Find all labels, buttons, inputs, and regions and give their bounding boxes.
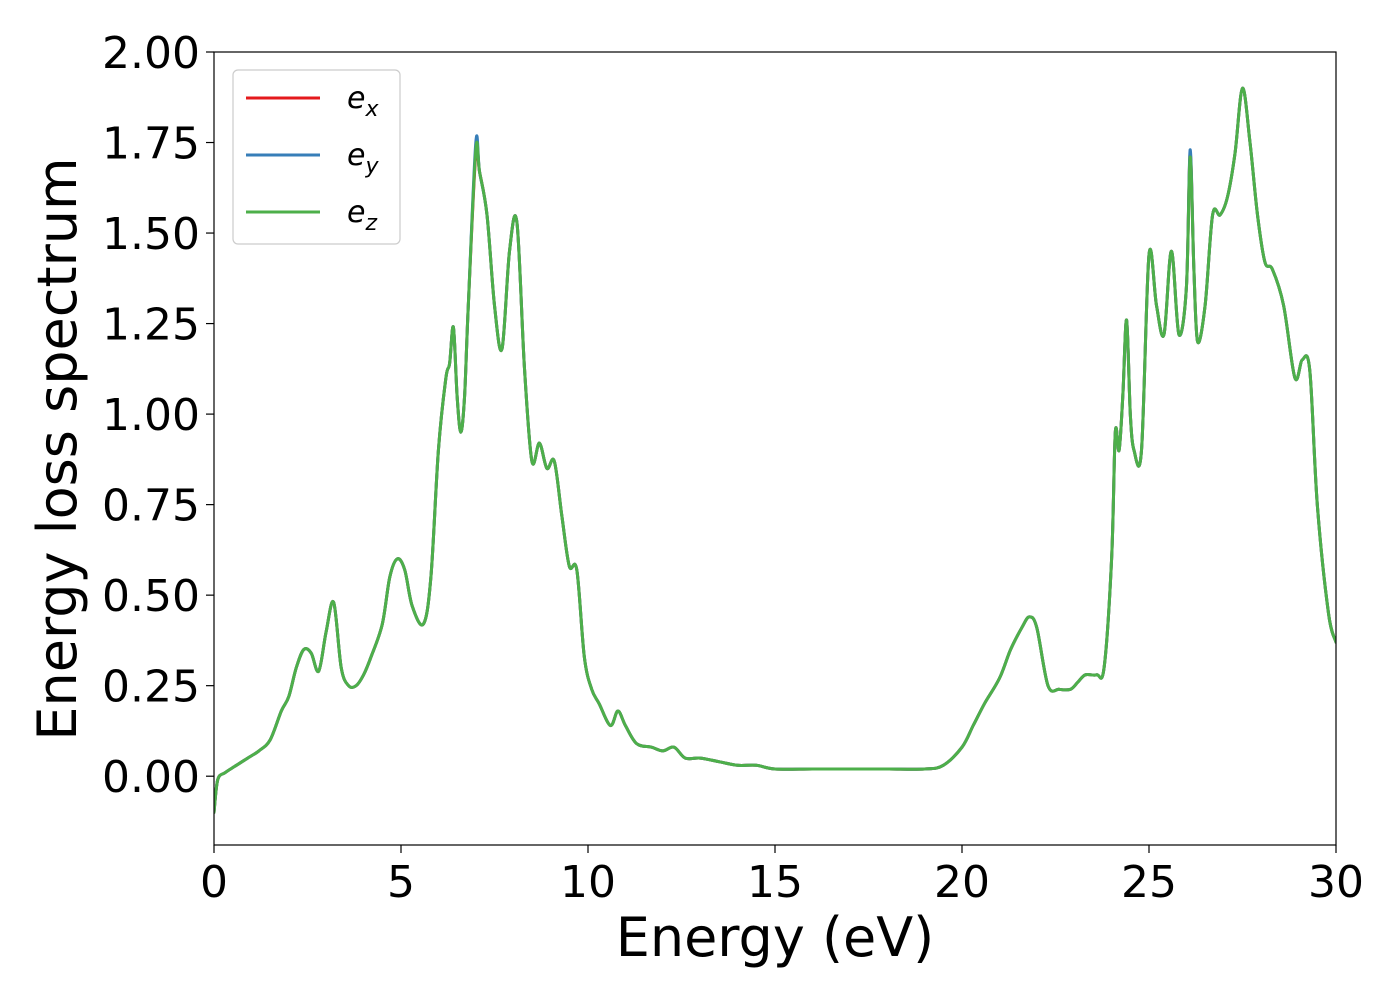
y-tick-label: 1.00 [102,390,200,441]
y-tick-label: 0.00 [102,752,200,803]
y-tick-label: 1.75 [102,119,200,170]
y-tick-label: 0.50 [102,571,200,622]
x-axis-label: Energy (eV) [616,906,935,969]
legend-label-z: ez [347,195,377,236]
x-tick-label: 25 [1121,857,1177,908]
series-line-z [214,86,1336,814]
x-tick-label: 20 [934,857,990,908]
legend-label-y: ey [347,138,379,179]
y-tick-label: 1.50 [102,209,200,260]
y-tick-label: 2.00 [102,28,200,79]
legend-box [232,69,401,245]
y-tick-label: 1.25 [102,300,200,351]
x-tick-label: 10 [560,857,616,908]
legend: ex ey ez [232,69,401,245]
legend-label-x: ex [347,81,379,122]
x-tick-label: 5 [387,857,415,908]
x-axis: 0 5 10 15 20 25 30 [200,845,1364,908]
x-tick-label: 0 [200,857,228,908]
series-layer [214,86,1336,814]
y-tick-label: 0.25 [102,662,200,713]
y-axis-label: Energy loss spectrum [26,157,89,740]
y-tick-label: 0.75 [102,481,200,532]
y-axis: 0.00 0.25 0.50 0.75 1.00 1.25 1.50 1.75 2.00 [102,28,214,803]
plot-background [214,52,1336,845]
x-tick-label: 30 [1308,857,1364,908]
x-tick-label: 15 [747,857,803,908]
